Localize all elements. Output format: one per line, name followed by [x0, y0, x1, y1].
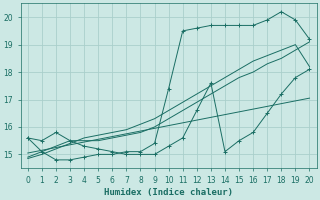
X-axis label: Humidex (Indice chaleur): Humidex (Indice chaleur) [104, 188, 233, 197]
